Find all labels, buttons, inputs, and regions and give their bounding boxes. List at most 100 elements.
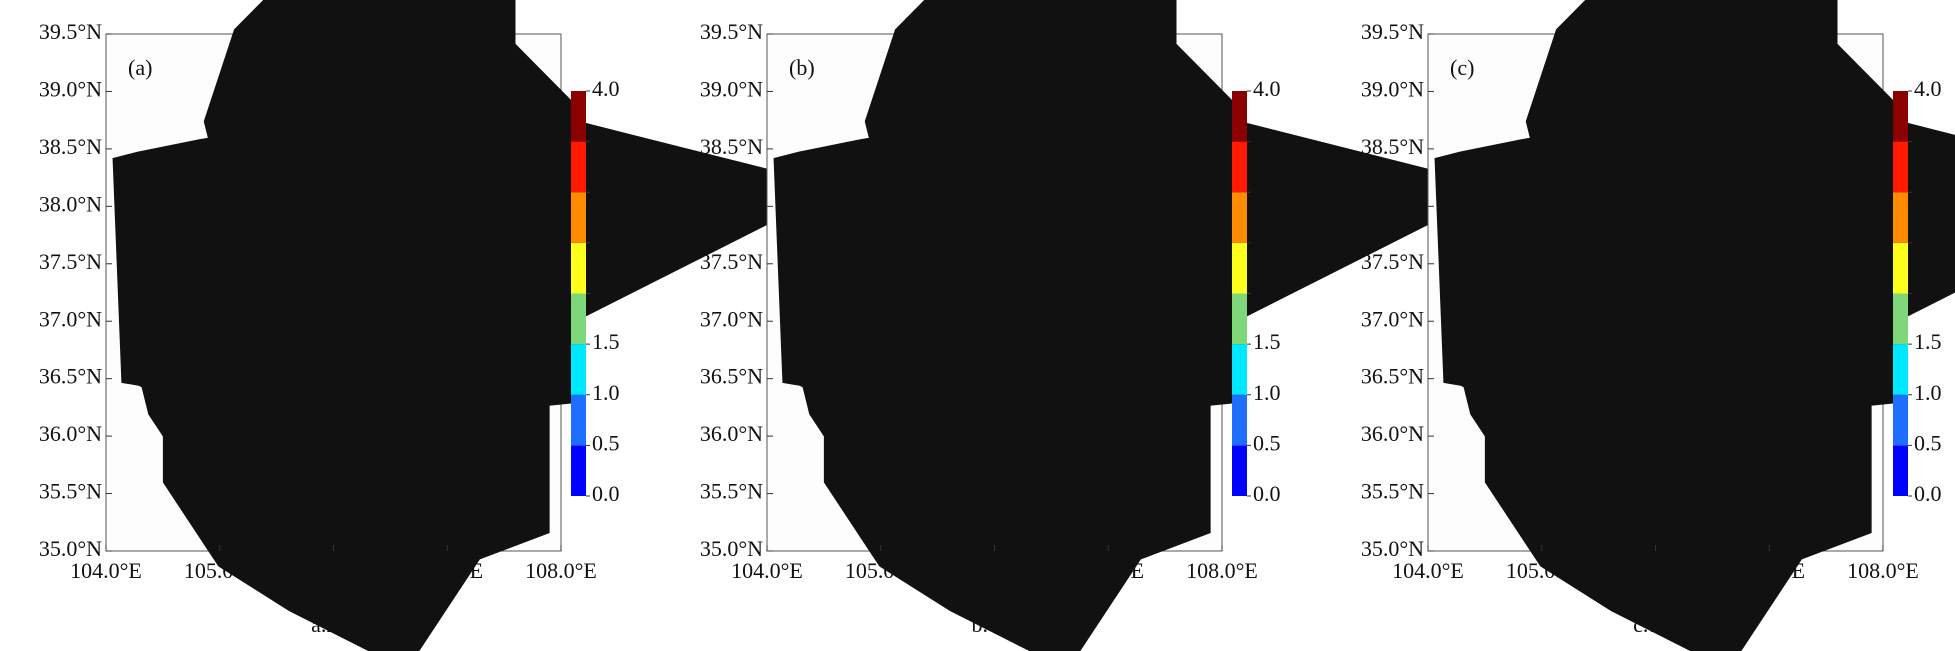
colorbar-tick-label: 1.0 <box>1253 380 1281 405</box>
colorbar-segment <box>571 141 586 193</box>
colorbar-tick-label: 4.0 <box>592 76 620 101</box>
colorbar-tick-label: 1.0 <box>592 380 620 405</box>
caption: b.48 h <box>972 612 1027 637</box>
x-tick-label: 107.0°E <box>1072 558 1144 583</box>
colorbar-segment <box>1232 445 1247 496</box>
panel: 104.0°E 105.0°E 106.0°E 107.0°E 108.0°E 35.0°… <box>39 19 620 637</box>
x-tick-label: 108.0°E <box>525 558 597 583</box>
colorbar-segment <box>1893 242 1908 294</box>
y-tick-label: 37.0°N <box>700 306 763 331</box>
colorbar-tick-label: 3.0 <box>592 177 620 202</box>
colorbar-tick-label: 0.5 <box>1914 430 1942 455</box>
y-tick-label: 38.0°N <box>1361 191 1424 216</box>
x-tick-label: 107.0°E <box>411 558 483 583</box>
x-tick-label: 108.0°E <box>1847 558 1919 583</box>
colorbar-segment <box>1232 344 1247 395</box>
y-tick-label: 36.5°N <box>1361 364 1424 389</box>
y-tick-label: 39.0°N <box>39 76 102 101</box>
y-tick-label: 36.5°N <box>700 364 763 389</box>
colorbar-segment <box>571 242 586 294</box>
y-tick-label: 35.0°N <box>1361 536 1424 561</box>
y-tick-label: 38.5°N <box>700 134 763 159</box>
caption: c.72 h <box>1633 612 1687 637</box>
colorbar-segment <box>1893 344 1908 395</box>
colorbar-tick-label: 2.5 <box>592 228 620 253</box>
y-tick-label: 37.0°N <box>39 306 102 331</box>
y-tick-label: 37.5°N <box>700 249 763 274</box>
colorbar-tick-label: 3.0 <box>1914 177 1942 202</box>
colorbar-tick-label: 0.5 <box>592 430 620 455</box>
colorbar-tick-label: 1.5 <box>592 329 620 354</box>
colorbar-tick-label: 3.5 <box>1914 127 1942 152</box>
colorbar-segment <box>1232 192 1247 243</box>
x-tick-label: 108.0°E <box>1186 558 1258 583</box>
colorbar-tick-label: 1.5 <box>1914 329 1942 354</box>
panel-label: (c) <box>1450 55 1474 80</box>
y-tick-label: 38.0°N <box>39 191 102 216</box>
y-tick-label: 39.5°N <box>39 19 102 44</box>
y-tick-label: 36.5°N <box>39 364 102 389</box>
x-tick-label: 106.0°E <box>298 558 370 583</box>
x-tick-label: 106.0°E <box>959 558 1031 583</box>
colorbar-tick-label: 2.0 <box>592 279 620 304</box>
y-tick-label: 35.5°N <box>700 479 763 504</box>
colorbar-segment <box>571 293 586 345</box>
colorbar-tick-label: 0.0 <box>592 481 620 506</box>
y-tick-label: 36.0°N <box>700 421 763 446</box>
colorbar-segment <box>1893 394 1908 446</box>
colorbar-tick-label: 3.5 <box>592 127 620 152</box>
panel-label: (a) <box>128 55 152 80</box>
colorbar-segment <box>1232 242 1247 294</box>
panel: 104.0°E 105.0°E 106.0°E 107.0°E 108.0°E 35.0°… <box>1361 19 1942 637</box>
y-tick-label: 35.0°N <box>39 536 102 561</box>
colorbar-segment <box>571 394 586 446</box>
colorbar-segment <box>1893 293 1908 345</box>
colorbar-segment <box>571 91 586 142</box>
x-tick-label: 106.0°E <box>1620 558 1692 583</box>
x-tick-label: 105.0°E <box>1506 558 1578 583</box>
colorbar-tick-label: 3.0 <box>1253 177 1281 202</box>
colorbar-tick-label: 1.0 <box>1914 380 1942 405</box>
x-tick-label: 105.0°E <box>845 558 917 583</box>
y-tick-label: 38.0°N <box>700 191 763 216</box>
y-tick-label: 39.0°N <box>700 76 763 101</box>
x-tick-label: 104.0°E <box>70 558 142 583</box>
y-tick-label: 38.5°N <box>39 134 102 159</box>
caption: a.24 h <box>311 612 365 637</box>
y-tick-label: 35.5°N <box>39 479 102 504</box>
panel: 104.0°E 105.0°E 106.0°E 107.0°E 108.0°E 35.0°… <box>700 19 1281 637</box>
colorbar-tick-label: 3.5 <box>1253 127 1281 152</box>
panel-label: (b) <box>789 55 815 80</box>
y-tick-label: 39.0°N <box>1361 76 1424 101</box>
y-tick-label: 36.0°N <box>1361 421 1424 446</box>
y-tick-label: 35.0°N <box>700 536 763 561</box>
colorbar-tick-label: 0.5 <box>1253 430 1281 455</box>
colorbar-tick-label: 0.0 <box>1914 481 1942 506</box>
x-tick-label: 104.0°E <box>731 558 803 583</box>
colorbar-segment <box>1232 394 1247 446</box>
y-tick-label: 36.0°N <box>39 421 102 446</box>
x-tick-label: 107.0°E <box>1733 558 1805 583</box>
colorbar-tick-label: 2.5 <box>1914 228 1942 253</box>
colorbar-tick-label: 0.0 <box>1253 481 1281 506</box>
y-tick-label: 38.5°N <box>1361 134 1424 159</box>
y-tick-label: 35.5°N <box>1361 479 1424 504</box>
colorbar-tick-label: 2.5 <box>1253 228 1281 253</box>
colorbar-segment <box>1232 91 1247 142</box>
colorbar-segment <box>571 445 586 496</box>
y-tick-label: 37.0°N <box>1361 306 1424 331</box>
colorbar-tick-label: 4.0 <box>1914 76 1942 101</box>
y-tick-label: 37.5°N <box>1361 249 1424 274</box>
colorbar-segment <box>1232 141 1247 193</box>
colorbar-tick-label: 1.5 <box>1253 329 1281 354</box>
colorbar-tick-label: 2.0 <box>1914 279 1942 304</box>
colorbar-tick-label: 2.0 <box>1253 279 1281 304</box>
y-tick-label: 37.5°N <box>39 249 102 274</box>
colorbar-tick-label: 4.0 <box>1253 76 1281 101</box>
x-tick-label: 104.0°E <box>1392 558 1464 583</box>
colorbar-segment <box>1893 192 1908 243</box>
colorbar-segment <box>571 192 586 243</box>
colorbar-segment <box>1893 445 1908 496</box>
x-tick-label: 105.0°E <box>184 558 256 583</box>
